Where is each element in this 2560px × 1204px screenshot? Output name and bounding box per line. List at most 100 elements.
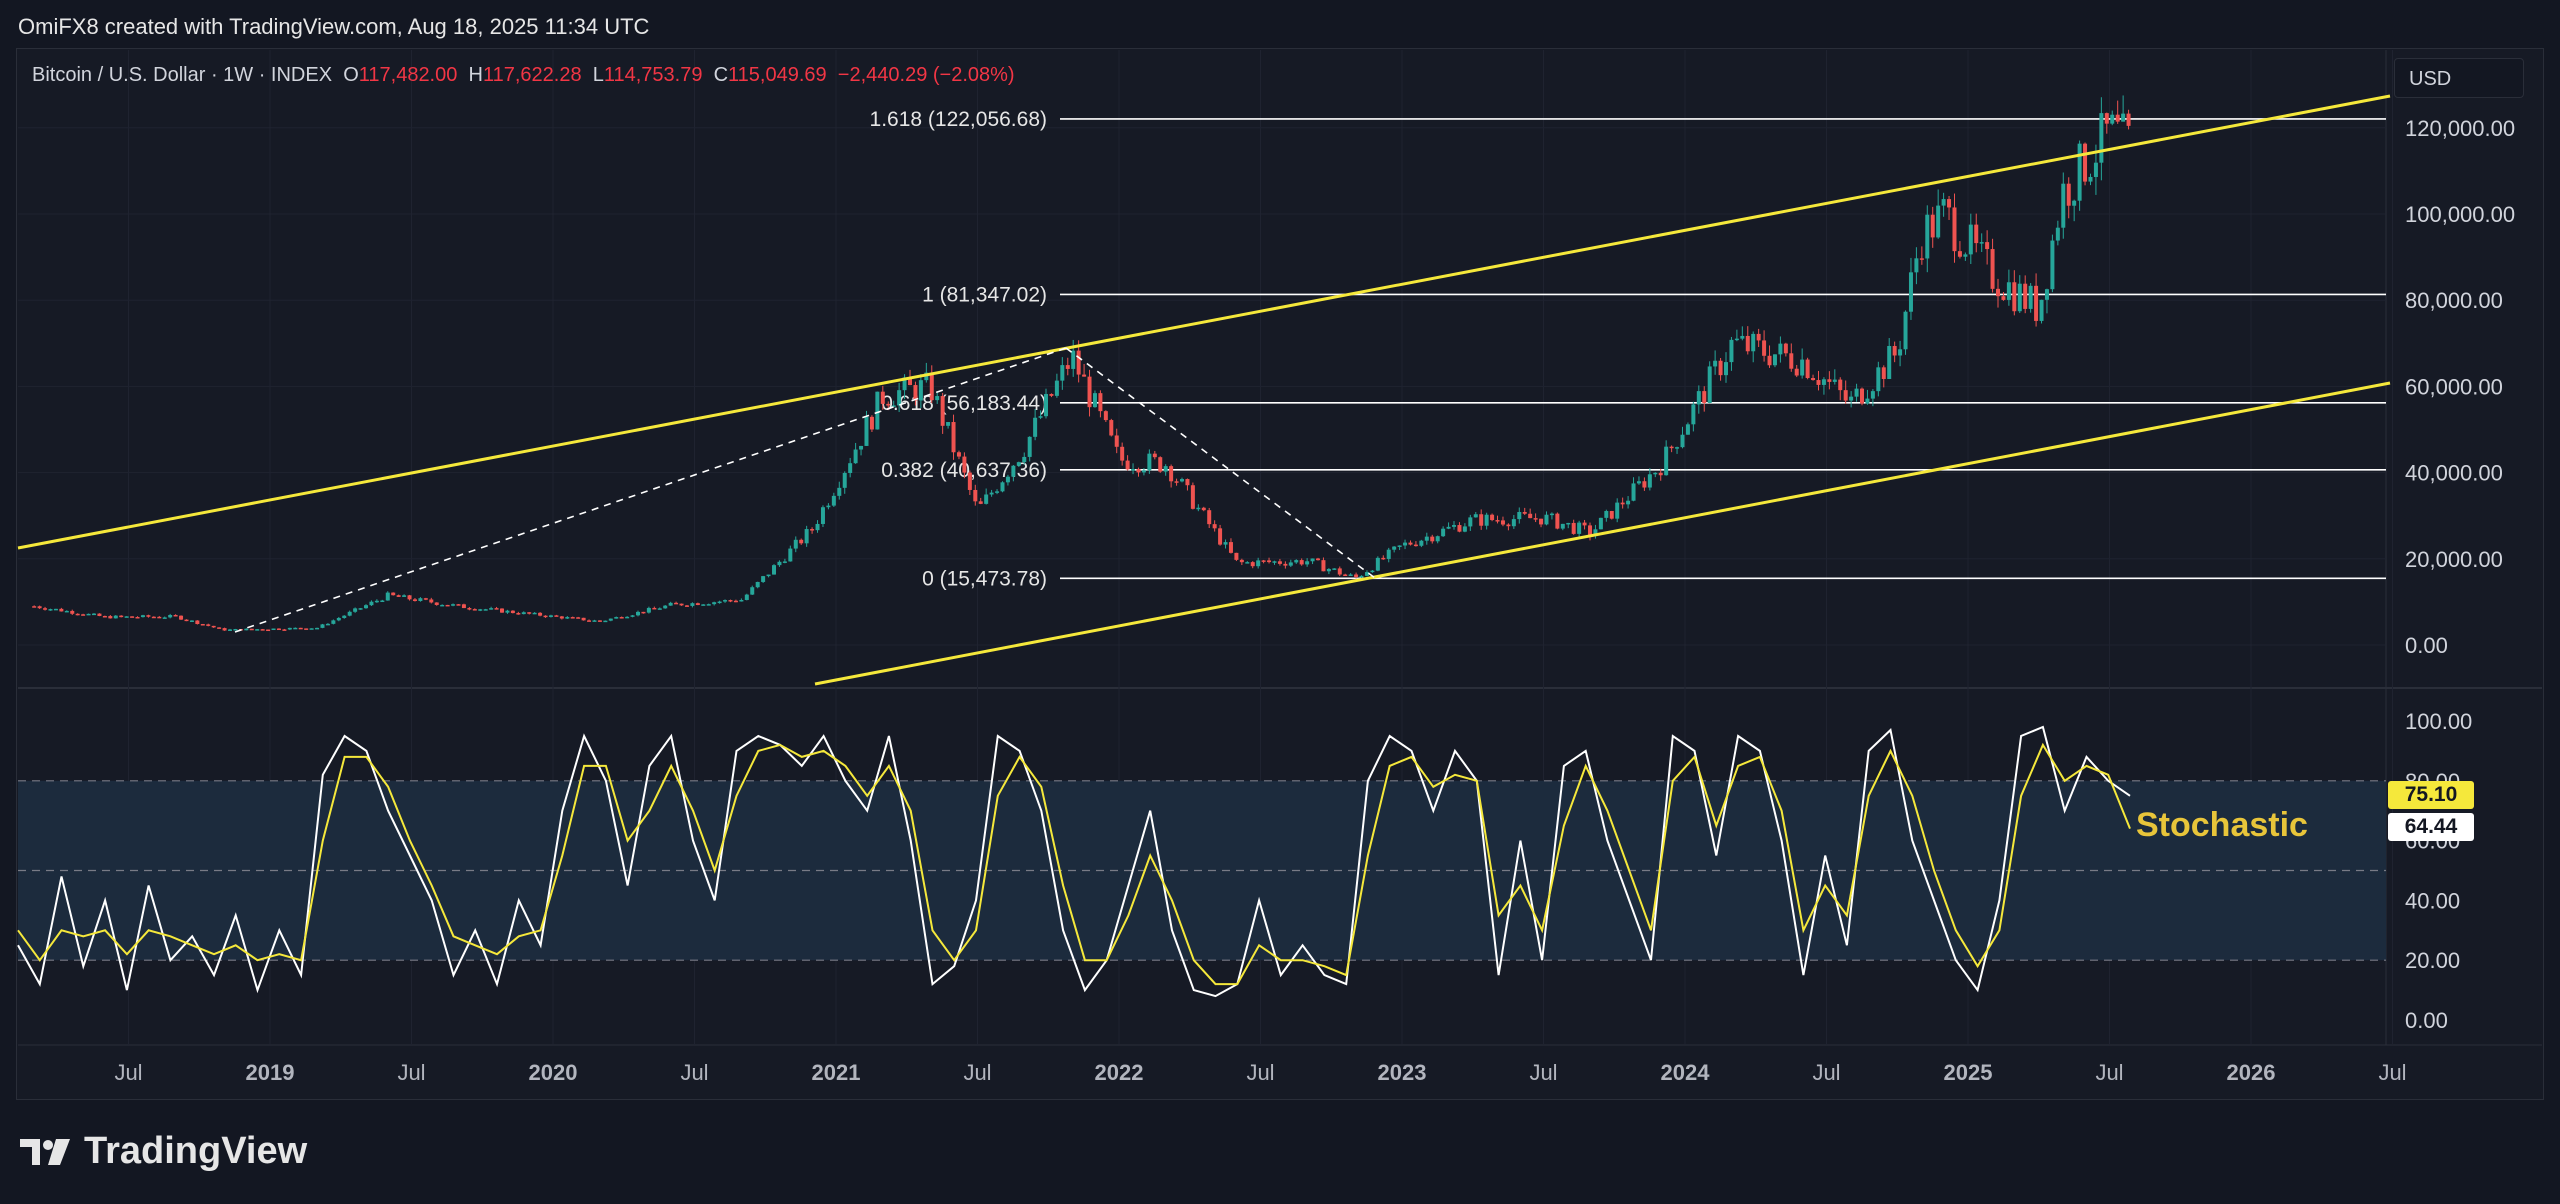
candle-body xyxy=(1419,540,1424,546)
candle-body xyxy=(793,539,798,549)
candle-body xyxy=(1185,479,1190,486)
candle-body xyxy=(1169,466,1174,482)
candle-body xyxy=(1963,254,1968,257)
candle-body xyxy=(1990,249,1995,289)
candle-body xyxy=(1272,561,1277,563)
candle-body xyxy=(728,600,733,602)
tradingview-logo[interactable]: TradingView xyxy=(20,1130,307,1173)
candle-body xyxy=(538,612,543,616)
stoch-tick-label: 40.00 xyxy=(2405,888,2460,913)
candle-body xyxy=(1865,398,1870,404)
candle-body xyxy=(1903,311,1908,350)
candle-body xyxy=(1005,476,1010,483)
candle-body xyxy=(2006,282,2011,300)
candle-body xyxy=(451,604,456,606)
candle-body xyxy=(1256,560,1261,567)
candle-body xyxy=(1174,481,1179,483)
currency-selector[interactable]: USD xyxy=(2394,58,2524,98)
candle-body xyxy=(1239,559,1244,563)
candle-body xyxy=(1354,574,1359,577)
stoch-tick-label: 100.00 xyxy=(2405,709,2472,734)
candle-body xyxy=(1560,523,1565,529)
x-tick-label: 2024 xyxy=(1661,1060,1711,1085)
candle-body xyxy=(92,613,97,616)
candle-body xyxy=(951,422,956,453)
candle-body xyxy=(2110,114,2115,124)
candle-body xyxy=(1517,511,1522,520)
candle-body xyxy=(472,609,477,611)
candle-body xyxy=(1452,525,1457,527)
candle-body xyxy=(1506,524,1511,527)
candle-body xyxy=(1060,365,1065,381)
candle-body xyxy=(179,615,184,620)
candle-body xyxy=(1876,367,1881,392)
candle-body xyxy=(679,603,684,606)
candle-body xyxy=(799,539,804,544)
candle-body xyxy=(211,625,216,628)
candle-body xyxy=(1985,242,1990,250)
candle-body xyxy=(1827,379,1832,382)
candle-body xyxy=(1636,481,1641,484)
candle-body xyxy=(1332,568,1337,570)
candle-body xyxy=(614,617,619,619)
candle-body xyxy=(113,615,118,619)
candle-body xyxy=(494,608,499,610)
candle-body xyxy=(86,613,91,616)
candle-body xyxy=(1500,520,1505,525)
candle-body xyxy=(255,629,260,631)
candle-body xyxy=(701,604,706,606)
candle-body xyxy=(1751,333,1756,352)
candle-body xyxy=(1424,536,1429,541)
candle-body xyxy=(423,598,428,600)
candle-body xyxy=(1044,394,1049,417)
candle-body xyxy=(130,616,135,618)
candle-body xyxy=(1152,453,1157,458)
candle-body xyxy=(1718,360,1723,376)
candle-body xyxy=(146,615,151,617)
candle-body xyxy=(1364,572,1369,576)
x-tick-label: Jul xyxy=(397,1060,425,1085)
candle-body xyxy=(1109,420,1114,436)
candle-body xyxy=(1114,435,1119,447)
candle-body xyxy=(1495,520,1500,522)
candle-body xyxy=(1103,411,1108,421)
high-value: 117,622.28 xyxy=(482,64,582,86)
candle-body xyxy=(140,615,145,618)
candle-body xyxy=(1658,472,1663,476)
candle-body xyxy=(989,492,994,495)
symbol-label[interactable]: Bitcoin / U.S. Dollar · 1W · INDEX xyxy=(32,64,333,86)
candle-body xyxy=(603,620,608,623)
chart-canvas[interactable]: Jul 2019 Jul 2020 Jul 2021 Jul 2022 Jul 2023 Jul 20… xyxy=(0,0,2560,1100)
candle-body xyxy=(1049,394,1054,396)
channel-upper-line xyxy=(17,94,2391,550)
candle-body xyxy=(217,627,222,629)
candle-body xyxy=(1772,354,1777,366)
candle-body xyxy=(2012,282,2017,312)
candle-body xyxy=(1778,343,1783,355)
candle-body xyxy=(1952,207,1957,252)
candle-body xyxy=(1631,483,1636,501)
trend-dashed-up xyxy=(234,347,1067,633)
candle-body xyxy=(1919,258,1924,260)
candle-body xyxy=(1734,338,1739,341)
candle-body xyxy=(1816,380,1821,385)
candle-body xyxy=(195,620,200,625)
candle-body xyxy=(2001,296,2006,300)
candle-body xyxy=(1811,378,1816,381)
x-tick-label: 2022 xyxy=(1095,1060,1144,1085)
candle-body xyxy=(402,595,407,597)
candle-body xyxy=(2126,113,2131,126)
candle-body xyxy=(1675,447,1680,449)
candle-body xyxy=(2050,240,2055,290)
candle-body xyxy=(108,616,113,619)
candle-body xyxy=(2055,227,2060,241)
candle-body xyxy=(1120,446,1125,461)
candle-body xyxy=(1642,481,1647,488)
candle-body xyxy=(706,604,711,606)
candle-body xyxy=(908,377,913,386)
candle-body xyxy=(1724,362,1729,376)
candle-body xyxy=(369,601,374,606)
candle-body xyxy=(287,627,292,630)
candle-body xyxy=(1604,511,1609,518)
candle-body xyxy=(1898,349,1903,356)
